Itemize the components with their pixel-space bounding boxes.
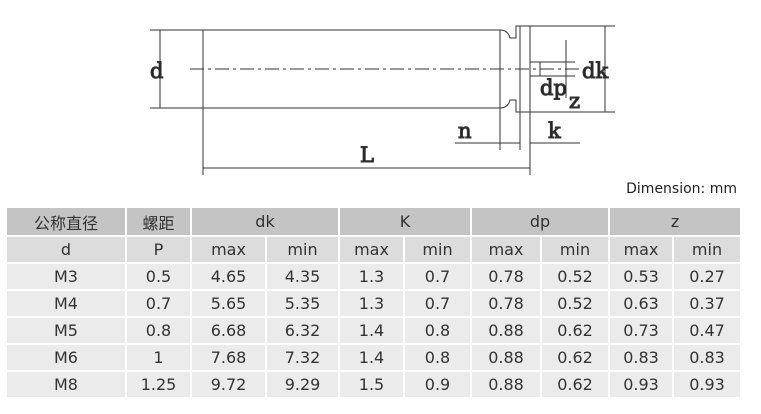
cell: 0.52 <box>540 289 611 318</box>
cell: M3 <box>5 262 127 291</box>
cell: 0.8 <box>125 316 192 345</box>
cell: M4 <box>5 289 127 318</box>
cell: 0.93 <box>672 370 743 399</box>
cell: 0.9 <box>403 370 473 399</box>
unit-note: Dimension: mm <box>626 181 737 197</box>
label-d: d <box>150 59 163 83</box>
cell: 0.63 <box>608 289 675 318</box>
drawing: d dk dp z n k L <box>150 25 615 175</box>
cell: 1.4 <box>338 343 406 372</box>
cell: 0.62 <box>540 370 611 399</box>
cell: 0.7 <box>403 289 473 318</box>
cell: 9.29 <box>264 370 341 399</box>
cell: 1.25 <box>125 370 192 399</box>
cell: 0.83 <box>608 343 675 372</box>
cell: 0.78 <box>470 262 543 291</box>
cell: 6.68 <box>190 316 267 345</box>
cell: M6 <box>5 343 127 372</box>
header-cell: 公称直径 <box>5 206 127 237</box>
cell: M8 <box>5 370 127 399</box>
cell: d <box>5 235 127 264</box>
cell: 0.88 <box>470 343 543 372</box>
cell: 0.7 <box>403 262 473 291</box>
label-L: L <box>360 143 374 167</box>
cell: 0.93 <box>608 370 675 399</box>
label-dp: dp <box>540 76 567 100</box>
cell: 0.8 <box>403 343 473 372</box>
header-cell: dp <box>470 206 611 237</box>
cell: 1.4 <box>338 316 406 345</box>
cell: 0.88 <box>470 316 543 345</box>
header-cell: 螺距 <box>125 206 192 237</box>
cell: 0.73 <box>608 316 675 345</box>
cell: 9.72 <box>190 370 267 399</box>
cell: 0.27 <box>672 262 743 291</box>
bolt-head <box>499 25 531 113</box>
cell: 0.83 <box>672 343 743 372</box>
data-row: M6 1 7.68 7.32 1.4 0.8 0.88 0.62 0.83 0.83 <box>5 343 743 372</box>
cell: 4.35 <box>264 262 341 291</box>
cell: 6.32 <box>264 316 341 345</box>
header-cell: K <box>338 206 473 237</box>
cell: 0.88 <box>470 370 543 399</box>
data-row: M8 1.25 9.72 9.29 1.5 0.9 0.88 0.62 0.93 0.93 <box>5 370 743 399</box>
cell: max <box>470 235 543 264</box>
data-row: M3 0.5 4.65 4.35 1.3 0.7 0.78 0.52 0.53 0.27 <box>5 262 743 291</box>
cell: min <box>540 235 611 264</box>
cell: min <box>403 235 473 264</box>
cell: 7.68 <box>190 343 267 372</box>
cell: 0.62 <box>540 343 611 372</box>
data-row: M4 0.7 5.65 5.35 1.3 0.7 0.78 0.52 0.63 0.37 <box>5 289 743 318</box>
cell: 7.32 <box>264 343 341 372</box>
cell: min <box>672 235 743 264</box>
cell: 0.78 <box>470 289 543 318</box>
label-z: z <box>569 89 580 113</box>
header-cell: dk <box>189 206 341 237</box>
cell: P <box>125 235 192 264</box>
header-cell: z <box>608 206 743 237</box>
header-row: 公称直径 螺距 dk K dp z <box>5 206 743 237</box>
label-dk: dk <box>582 59 608 83</box>
cell: 5.35 <box>264 289 341 318</box>
data-row: M5 0.8 6.68 6.32 1.4 0.8 0.88 0.62 0.73 0.47 <box>5 316 743 345</box>
cell: 1.3 <box>338 289 406 318</box>
cell: max <box>190 235 267 264</box>
cell: 1.5 <box>338 370 406 399</box>
cell: 5.65 <box>190 289 267 318</box>
cell: 0.37 <box>672 289 743 318</box>
label-n: n <box>458 119 472 143</box>
cell: max <box>608 235 675 264</box>
cell: 4.65 <box>190 262 267 291</box>
label-k: k <box>548 119 561 143</box>
cell: max <box>338 235 406 264</box>
cell: 1 <box>125 343 192 372</box>
cell: 0.47 <box>672 316 743 345</box>
cell: 0.62 <box>540 316 611 345</box>
cell: min <box>264 235 341 264</box>
cell: M5 <box>5 316 127 345</box>
cell: 0.8 <box>403 316 473 345</box>
cell: 0.53 <box>608 262 675 291</box>
cell: 0.7 <box>125 289 192 318</box>
cell: 0.5 <box>125 262 192 291</box>
cell: 0.52 <box>540 262 611 291</box>
cell: 1.3 <box>338 262 406 291</box>
